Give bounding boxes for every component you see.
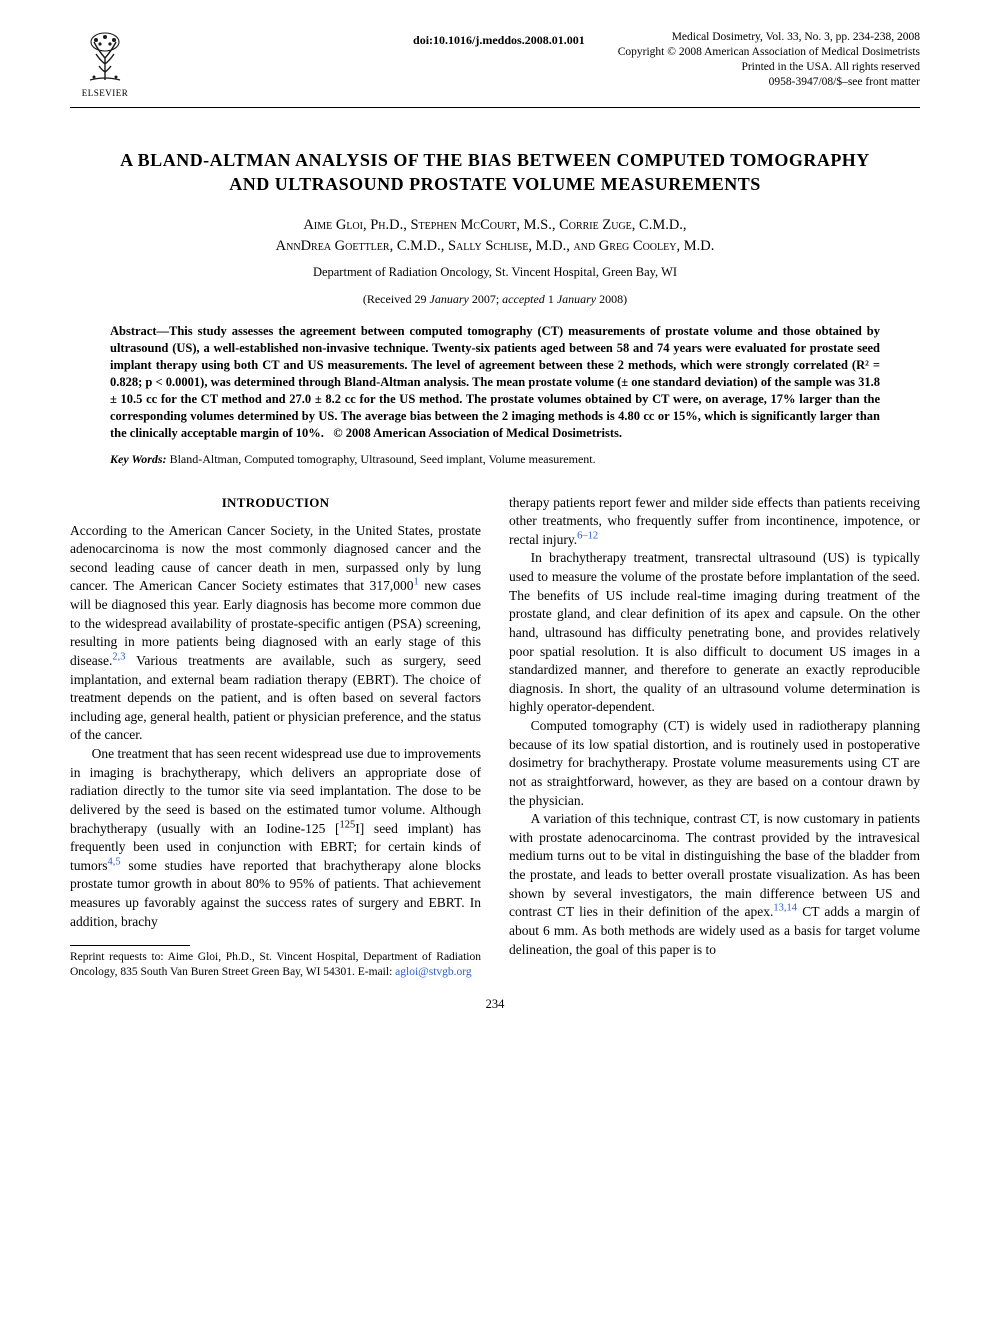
paragraph: Computed tomography (CT) is widely used … — [509, 717, 920, 810]
authors-line: AnnDrea Goettler, C.M.D., Sally Schlise,… — [70, 236, 920, 258]
citation-ref[interactable]: 2,3 — [112, 651, 125, 662]
abstract-copyright: © 2008 American Association of Medical D… — [333, 426, 622, 440]
publisher-name: ELSEVIER — [82, 87, 129, 99]
meta-line: Medical Dosimetry, Vol. 33, No. 3, pp. 2… — [618, 30, 920, 45]
footnote-rule — [70, 945, 190, 946]
citation-ref[interactable]: 6–12 — [577, 530, 598, 541]
article-title: A BLAND-ALTMAN ANALYSIS OF THE BIAS BETW… — [115, 148, 875, 197]
affiliation: Department of Radiation Oncology, St. Vi… — [70, 264, 920, 281]
publisher-block: ELSEVIER — [70, 30, 140, 99]
page-number: 234 — [70, 996, 920, 1013]
doi: doi:10.1016/j.meddos.2008.01.001 — [380, 32, 618, 48]
reprint-email-link[interactable]: agloi@stvgb.org — [395, 966, 472, 978]
elsevier-tree-icon — [80, 30, 130, 85]
header: ELSEVIER doi:10.1016/j.meddos.2008.01.00… — [70, 30, 920, 99]
meta-line: Copyright © 2008 American Association of… — [618, 45, 920, 60]
column-right: therapy patients report fewer and milder… — [509, 494, 920, 981]
abstract-text: This study assesses the agreement betwee… — [110, 324, 880, 439]
abstract: Abstract—This study assesses the agreeme… — [110, 323, 880, 441]
header-rule — [70, 107, 920, 108]
authors: Aime Gloi, Ph.D., Stephen McCourt, M.S.,… — [70, 215, 920, 259]
article-dates: (Received 29 January 2007; accepted 1 Ja… — [70, 291, 920, 307]
paragraph: A variation of this technique, contrast … — [509, 810, 920, 959]
citation-ref[interactable]: 4,5 — [108, 856, 121, 867]
keywords: Key Words: Bland-Altman, Computed tomogr… — [110, 451, 880, 467]
column-left: INTRODUCTION According to the American C… — [70, 494, 481, 981]
header-center: doi:10.1016/j.meddos.2008.01.001 — [140, 30, 618, 50]
isotope-superscript: 125 — [340, 819, 356, 830]
paragraph: According to the American Cancer Society… — [70, 522, 481, 746]
journal-meta: Medical Dosimetry, Vol. 33, No. 3, pp. 2… — [618, 30, 920, 90]
section-heading-introduction: INTRODUCTION — [70, 494, 481, 512]
abstract-label: Abstract— — [110, 324, 169, 338]
citation-ref[interactable]: 13,14 — [773, 903, 797, 914]
authors-line: Aime Gloi, Ph.D., Stephen McCourt, M.S.,… — [70, 215, 920, 237]
body-columns: INTRODUCTION According to the American C… — [70, 494, 920, 981]
keywords-text: Bland-Altman, Computed tomography, Ultra… — [167, 452, 596, 466]
reprint-footnote: Reprint requests to: Aime Gloi, Ph.D., S… — [70, 950, 481, 980]
paragraph: In brachytherapy treatment, transrectal … — [509, 549, 920, 717]
keywords-label: Key Words: — [110, 452, 167, 466]
meta-line: Printed in the USA. All rights reserved — [618, 60, 920, 75]
meta-line: 0958-3947/08/$–see front matter — [618, 75, 920, 90]
paragraph: One treatment that has seen recent wides… — [70, 745, 481, 931]
paragraph: therapy patients report fewer and milder… — [509, 494, 920, 550]
